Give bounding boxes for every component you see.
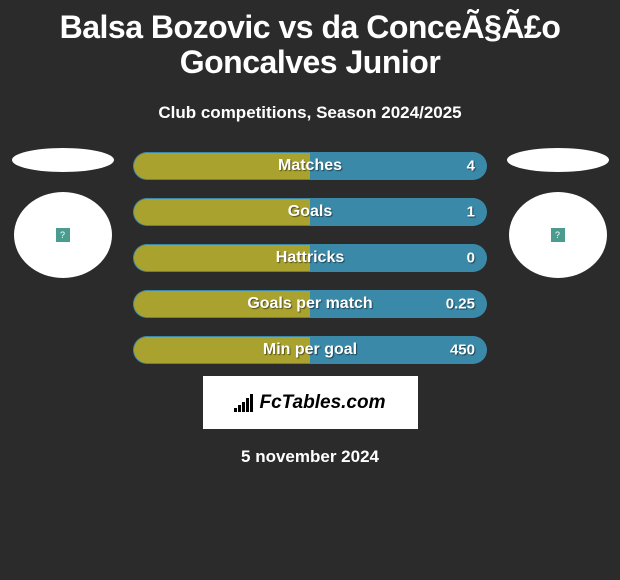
stat-label: Hattricks [276,249,344,267]
player1-name-ellipse [12,148,114,172]
player1-column: ? [10,148,115,278]
stat-value-player2: 0 [467,250,475,267]
subtitle: Club competitions, Season 2024/2025 [0,103,620,123]
stat-row: Goals per match 0.25 [133,290,487,318]
stat-label: Goals per match [247,295,372,313]
placeholder-icon: ? [551,228,565,242]
stat-fill-player1 [133,198,310,226]
page-title: Balsa Bozovic vs da ConceÃ§Ã£o Goncalves… [0,0,620,85]
stat-label: Min per goal [263,341,357,359]
stat-value-player2: 4 [467,158,475,175]
stat-row: Matches 4 [133,152,487,180]
brand-bar [250,394,253,412]
stat-row: Hattricks 0 [133,244,487,272]
stat-row: Goals 1 [133,198,487,226]
brand-bar [242,402,245,412]
date-text: 5 november 2024 [0,447,620,467]
player2-avatar: ? [509,192,607,278]
brand-bar [234,408,237,412]
player2-name-ellipse [507,148,609,172]
brand-box[interactable]: FcTables.com [203,376,418,429]
player1-avatar: ? [14,192,112,278]
placeholder-icon: ? [56,228,70,242]
stat-value-player2: 0.25 [446,296,475,313]
stats-container: Matches 4 Goals 1 Hattricks 0 Goals per match 0… [115,152,505,364]
comparison-content: ? Matches 4 Goals 1 Hattricks 0 Goals per matc… [0,148,620,364]
brand-text: FcTables.com [259,392,385,414]
stat-label: Goals [288,203,332,221]
stat-value-player2: 450 [450,342,475,359]
stat-fill-player2 [310,198,487,226]
brand-bar [238,405,241,412]
brand-bar [246,398,249,412]
stat-label: Matches [278,157,342,175]
brand-chart-icon [234,394,253,412]
player2-column: ? [505,148,610,278]
stat-row: Min per goal 450 [133,336,487,364]
stat-value-player2: 1 [467,204,475,221]
